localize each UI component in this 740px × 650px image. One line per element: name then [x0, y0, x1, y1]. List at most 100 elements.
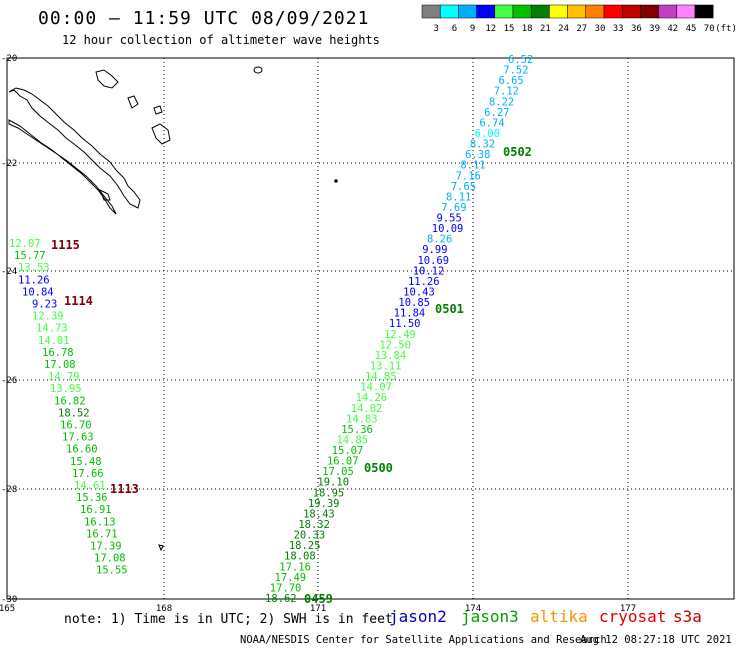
pass-time-labels: 1115 1114 1113 0502 0501 0500 0459	[51, 145, 532, 606]
legend-label-3: 3	[433, 24, 438, 34]
wave-height-label: 17.70	[270, 582, 302, 594]
lon-label: 177	[620, 604, 636, 614]
wave-height-label: 8.22	[489, 96, 514, 108]
wave-height-label: 7.16	[456, 170, 481, 182]
wave-height-label: 8.32	[470, 139, 495, 151]
wave-height-label: 11.84	[394, 308, 426, 320]
lat-label: -20	[1, 54, 17, 64]
wave-height-label: 13.53	[18, 262, 50, 274]
wave-height-label: 18.43	[303, 508, 335, 520]
wave-height-label: 14.73	[36, 323, 68, 335]
wave-height-label: 16.71	[86, 528, 118, 540]
wave-height-label: 6.74	[479, 117, 504, 129]
wave-height-label: 16.60	[66, 444, 98, 456]
wave-height-label: 6.38	[465, 149, 490, 161]
wave-height-label: 12.50	[379, 339, 411, 351]
wave-height-label: 11.26	[18, 274, 50, 286]
east-track-labels: 6.527.526.657.128.226.276.746.008.326.38…	[265, 54, 533, 605]
wave-height-label: 12.39	[32, 311, 64, 323]
wave-height-label: 18.32	[298, 519, 330, 531]
wave-height-label: 19.10	[317, 477, 349, 489]
legend-label-33: 33	[613, 24, 624, 34]
wave-height-label: 8.26	[427, 234, 452, 246]
pass-time-label: 1113	[110, 482, 139, 496]
wave-height-label: 7.65	[451, 181, 476, 193]
wave-height-label: 15.77	[14, 250, 46, 262]
legend-label-39: 39	[649, 24, 660, 34]
legend-label-15: 15	[504, 24, 515, 34]
wave-height-label: 13.11	[370, 360, 402, 372]
wave-height-label: 6.65	[498, 75, 523, 87]
legend-label-70: 70	[704, 24, 715, 34]
wave-height-label: 16.70	[60, 420, 92, 432]
wave-height-label: 7.52	[503, 65, 528, 77]
wave-height-label: 18.52	[58, 407, 90, 419]
wave-height-label: 10.43	[403, 287, 435, 299]
legend-label-6: 6	[452, 24, 457, 34]
wave-height-label: 17.39	[90, 541, 122, 553]
legend-label-42: 42	[667, 24, 678, 34]
legend-label-9: 9	[470, 24, 475, 34]
wave-height-label: 10.85	[398, 297, 430, 309]
wave-height-label: 11.26	[408, 276, 440, 288]
wave-height-label: 15.36	[76, 492, 108, 504]
wave-height-label: 17.08	[94, 553, 126, 565]
wave-height-label: 14.79	[48, 371, 80, 383]
lat-label: -28	[1, 485, 17, 495]
wave-height-label: 15.07	[332, 445, 364, 457]
wave-height-label: 10.69	[417, 255, 449, 267]
lat-label: -22	[1, 159, 17, 169]
wave-height-label: 10.09	[432, 223, 464, 235]
lat-label: -26	[1, 376, 17, 386]
legend-label-24: 24	[558, 24, 569, 34]
pass-time-label: 0500	[364, 461, 393, 475]
wave-height-label: 10.84	[22, 286, 54, 298]
wave-height-label: 18.62	[265, 593, 297, 605]
wave-height-label: 18.25	[289, 540, 321, 552]
sat-cryosat: cryosat	[599, 607, 667, 626]
sat-jason3: jason3	[461, 607, 519, 626]
coastline-new-caledonia	[8, 66, 338, 552]
wave-height-label: 17.66	[72, 468, 104, 480]
wave-height-label: 9.23	[32, 299, 57, 311]
wave-height-label: 6.52	[508, 54, 533, 66]
wave-height-label: 16.13	[84, 516, 116, 528]
pass-time-label: 1114	[64, 294, 93, 308]
wave-height-label: 14.85	[336, 434, 368, 446]
lon-label: 165	[0, 604, 15, 614]
wave-height-label: 7.12	[494, 86, 519, 98]
wave-height-label: 17.49	[275, 572, 307, 584]
wave-height-label: 20.33	[294, 530, 326, 542]
legend-swatch-70	[694, 4, 714, 19]
legend-label-18: 18	[522, 24, 533, 34]
wave-height-label: 11.50	[389, 318, 421, 330]
wave-height-label: 14.85	[365, 371, 397, 383]
wave-height-label: 14.81	[38, 335, 70, 347]
wave-height-label: 16.78	[42, 347, 74, 359]
lat-label: -24	[1, 267, 17, 277]
longitude-labels: 165 168 171 174 177	[0, 604, 636, 614]
wave-height-label: 17.63	[62, 432, 94, 444]
wave-height-label: 17.16	[279, 561, 311, 573]
wave-height-label: 9.99	[422, 244, 447, 256]
wave-height-label: 13.95	[50, 383, 82, 395]
wave-height-label: 14.07	[360, 382, 392, 394]
lon-label: 171	[310, 604, 326, 614]
wave-height-label: 14.83	[346, 413, 378, 425]
wave-height-label: 14.61	[74, 480, 106, 492]
wave-height-label: 10.12	[413, 265, 445, 277]
wave-height-label: 8.11	[460, 160, 485, 172]
west-track-labels: 12.0715.7713.5311.2610.849.2312.3914.731…	[9, 238, 128, 577]
wave-height-label: 16.91	[80, 504, 112, 516]
legend-label-27: 27	[576, 24, 587, 34]
wave-height-label: 17.05	[322, 466, 354, 478]
pass-time-label: 0501	[435, 302, 464, 316]
wave-height-label: 15.48	[70, 456, 102, 468]
legend-label-45: 45	[686, 24, 697, 34]
wave-height-label: 8.11	[446, 191, 471, 203]
lat-gridlines	[7, 162, 734, 490]
legend-label-21: 21	[540, 24, 551, 34]
map-frame	[6, 57, 735, 600]
